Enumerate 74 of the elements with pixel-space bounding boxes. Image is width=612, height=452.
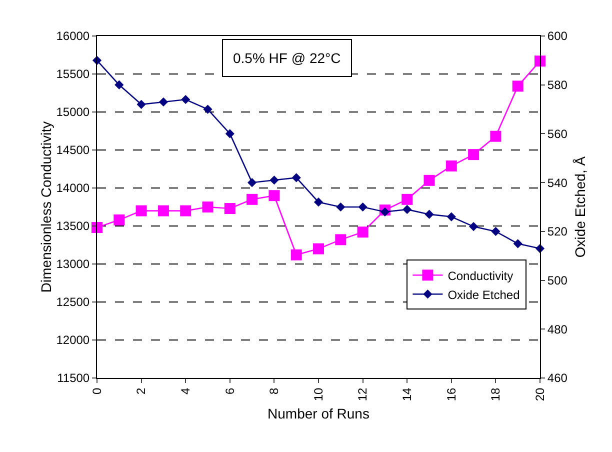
y-tick-label: 15000 xyxy=(56,105,90,120)
point xyxy=(158,205,169,216)
point xyxy=(402,194,413,205)
y2-tick-label: 600 xyxy=(547,29,568,44)
legend-label: Oxide Etched xyxy=(448,288,520,302)
y-tick-label: 13500 xyxy=(56,219,90,234)
x-axis-title: Number of Runs xyxy=(268,405,370,422)
legend-label: Conductivity xyxy=(448,268,514,283)
point xyxy=(158,97,168,107)
point xyxy=(314,198,324,207)
annotation: 0.5% HF @ 22°C xyxy=(233,50,341,66)
point xyxy=(268,190,280,202)
point xyxy=(491,226,500,236)
y-tick-label: 16000 xyxy=(56,29,90,44)
point xyxy=(424,210,434,219)
point xyxy=(114,80,124,90)
point xyxy=(225,129,234,138)
y2-tick-label: 500 xyxy=(547,273,568,288)
point xyxy=(402,204,412,214)
point xyxy=(336,202,346,212)
x-tick-label: 4 xyxy=(178,387,192,394)
point xyxy=(424,174,435,186)
x-tick-label: 20 xyxy=(532,387,547,402)
y-tick-label: 12000 xyxy=(56,333,90,348)
y-tick-label: 12500 xyxy=(56,295,90,310)
x-tick-label: 14 xyxy=(400,387,414,402)
point xyxy=(202,202,214,212)
point xyxy=(270,176,279,185)
point xyxy=(180,205,192,216)
y2-tick-label: 540 xyxy=(547,176,568,190)
point xyxy=(512,80,524,92)
point xyxy=(513,239,522,248)
point xyxy=(181,94,190,104)
point xyxy=(358,202,368,212)
point xyxy=(468,149,480,160)
point xyxy=(313,243,324,254)
y2-tick-label: 480 xyxy=(547,322,568,336)
x-tick-label: 2 xyxy=(134,387,148,394)
y2-tick-label: 520 xyxy=(547,224,568,239)
point xyxy=(446,212,456,222)
y2-tick-label: 580 xyxy=(547,78,568,92)
point xyxy=(357,226,368,238)
point xyxy=(136,100,146,109)
y-tick-label: 15500 xyxy=(56,67,90,82)
point xyxy=(224,203,236,214)
point xyxy=(534,56,546,67)
point xyxy=(380,207,390,216)
point xyxy=(136,205,147,216)
x-tick-label: 10 xyxy=(311,387,326,402)
x-tick-label: 0 xyxy=(90,387,104,394)
y-tick-label: 13000 xyxy=(56,257,90,272)
point xyxy=(290,249,302,260)
y-axis-title: Dimensionless Conductivity xyxy=(38,121,54,293)
point xyxy=(292,173,301,182)
point xyxy=(114,214,125,226)
x-tick-label: 6 xyxy=(222,387,237,394)
y-tick-label: 14500 xyxy=(56,143,90,158)
point xyxy=(203,104,212,114)
x-tick-label: 12 xyxy=(356,387,370,402)
x-tick-label: 8 xyxy=(267,387,282,394)
y2-tick-label: 460 xyxy=(547,371,568,386)
point xyxy=(490,130,502,142)
y2-tick-label: 560 xyxy=(547,126,568,141)
x-tick-label: 16 xyxy=(444,387,458,402)
point xyxy=(469,222,478,232)
point xyxy=(335,234,346,246)
point xyxy=(248,178,257,188)
y2-axis-title: Oxide Etched, Å xyxy=(572,156,588,258)
point xyxy=(446,160,457,172)
y-tick-label: 14000 xyxy=(56,181,90,196)
point xyxy=(92,222,102,234)
x-tick-label: 18 xyxy=(488,387,503,402)
point xyxy=(246,194,258,205)
y-tick-label: 11500 xyxy=(57,371,90,386)
